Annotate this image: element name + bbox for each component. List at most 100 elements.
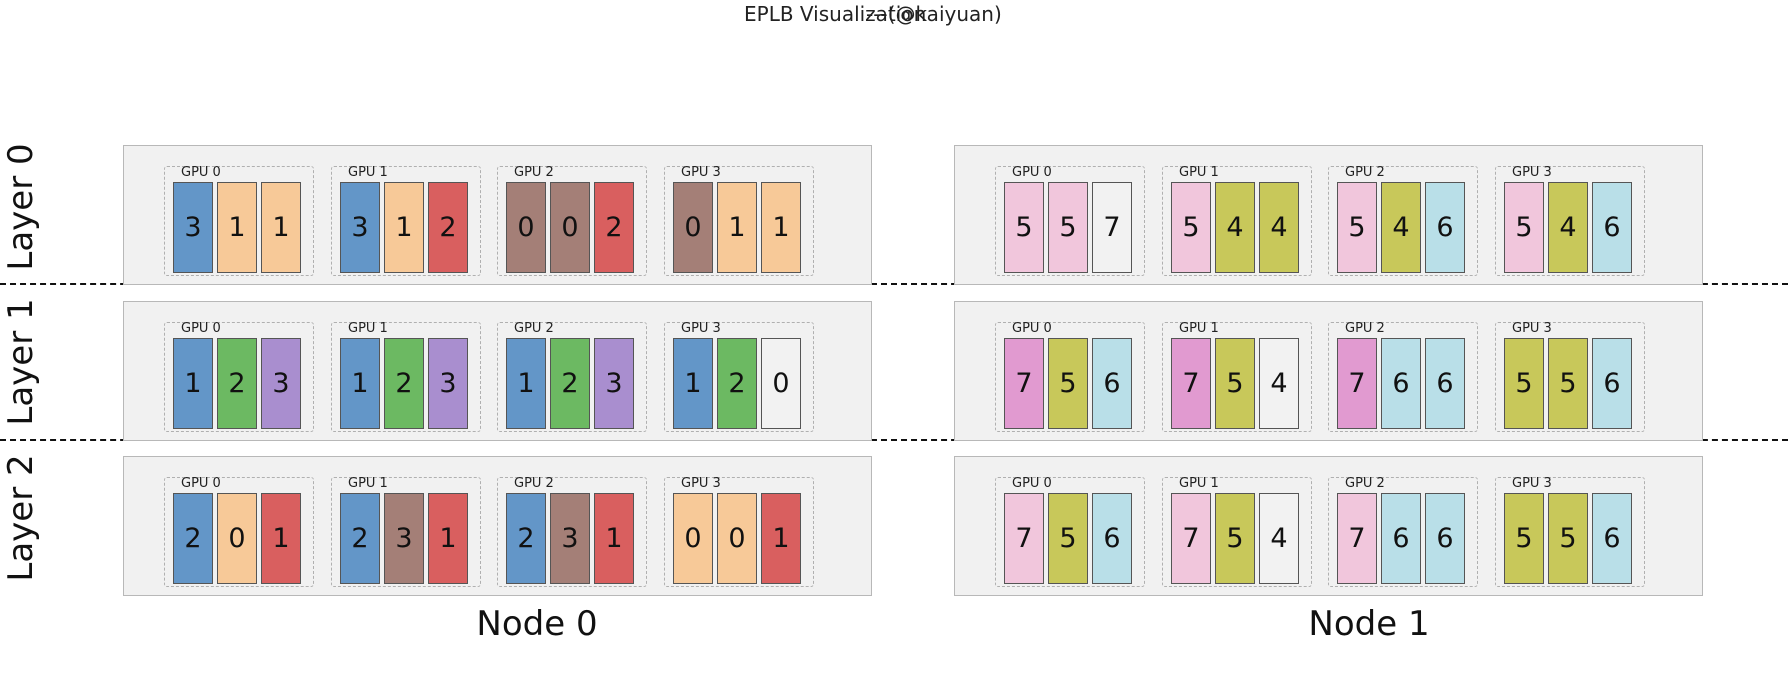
expert-block: 4 [1548, 182, 1588, 273]
layer-separator [0, 439, 1788, 441]
expert-block: 1 [673, 338, 713, 429]
expert-block: 1 [428, 493, 468, 584]
gpu-label: GPU 3 [1512, 321, 1552, 336]
expert-block: 5 [1215, 338, 1255, 429]
expert-block: 4 [1215, 182, 1255, 273]
expert-block: 5 [1504, 493, 1544, 584]
expert-block: 6 [1425, 493, 1465, 584]
expert-block: 7 [1171, 493, 1211, 584]
expert-block: 6 [1381, 493, 1421, 584]
expert-block: 5 [1171, 182, 1211, 273]
gpu-label: GPU 1 [1179, 476, 1219, 491]
expert-block: 6 [1092, 493, 1132, 584]
expert-block: 7 [1171, 338, 1211, 429]
gpu-label: GPU 1 [1179, 165, 1219, 180]
expert-block: 7 [1337, 338, 1377, 429]
layer-label-0: Layer 0 [1, 143, 41, 271]
expert-block: 3 [550, 493, 590, 584]
expert-block: 7 [1092, 182, 1132, 273]
gpu-label: GPU 3 [1512, 476, 1552, 491]
expert-block: 0 [506, 182, 546, 273]
expert-block: 5 [1337, 182, 1377, 273]
gpu-label: GPU 3 [681, 476, 721, 491]
layer-label-2: Layer 2 [1, 454, 41, 582]
expert-block: 1 [217, 182, 257, 273]
gpu-label: GPU 2 [514, 476, 554, 491]
expert-block: 3 [173, 182, 213, 273]
expert-block: 1 [594, 493, 634, 584]
expert-block: 2 [717, 338, 757, 429]
gpu-label: GPU 0 [181, 321, 221, 336]
diagram-author: ---(@kaiyuan) [866, 2, 1002, 26]
expert-block: 3 [340, 182, 380, 273]
gpu-label: GPU 1 [348, 165, 388, 180]
gpu-label: GPU 2 [514, 165, 554, 180]
expert-block: 4 [1259, 338, 1299, 429]
expert-block: 1 [506, 338, 546, 429]
expert-block: 1 [173, 338, 213, 429]
expert-block: 1 [261, 493, 301, 584]
gpu-label: GPU 1 [1179, 321, 1219, 336]
expert-block: 5 [1048, 338, 1088, 429]
expert-block: 5 [1215, 493, 1255, 584]
expert-block: 0 [717, 493, 757, 584]
expert-block: 6 [1425, 182, 1465, 273]
node-label-0: Node 0 [476, 604, 598, 644]
expert-block: 2 [340, 493, 380, 584]
expert-block: 0 [761, 338, 801, 429]
expert-block: 5 [1048, 182, 1088, 273]
gpu-label: GPU 3 [1512, 165, 1552, 180]
expert-block: 2 [428, 182, 468, 273]
expert-block: 5 [1504, 338, 1544, 429]
diagram-title: EPLB Visualization [744, 2, 927, 26]
gpu-label: GPU 2 [1345, 165, 1385, 180]
expert-block: 0 [217, 493, 257, 584]
gpu-label: GPU 2 [1345, 476, 1385, 491]
gpu-label: GPU 3 [681, 321, 721, 336]
layer-separator [0, 283, 1788, 285]
gpu-label: GPU 3 [681, 165, 721, 180]
expert-block: 3 [594, 338, 634, 429]
expert-block: 1 [717, 182, 757, 273]
node-label-1: Node 1 [1308, 604, 1430, 644]
expert-block: 2 [173, 493, 213, 584]
expert-block: 5 [1048, 493, 1088, 584]
gpu-label: GPU 0 [181, 476, 221, 491]
layer-label-1: Layer 1 [1, 298, 41, 426]
expert-block: 2 [506, 493, 546, 584]
expert-block: 1 [261, 182, 301, 273]
expert-block: 4 [1259, 493, 1299, 584]
expert-block: 5 [1548, 493, 1588, 584]
expert-block: 2 [594, 182, 634, 273]
expert-block: 1 [761, 182, 801, 273]
expert-block: 5 [1004, 182, 1044, 273]
gpu-label: GPU 0 [181, 165, 221, 180]
expert-block: 3 [384, 493, 424, 584]
expert-block: 6 [1425, 338, 1465, 429]
expert-block: 4 [1381, 182, 1421, 273]
expert-block: 6 [1381, 338, 1421, 429]
gpu-label: GPU 1 [348, 476, 388, 491]
expert-block: 1 [384, 182, 424, 273]
expert-block: 2 [384, 338, 424, 429]
